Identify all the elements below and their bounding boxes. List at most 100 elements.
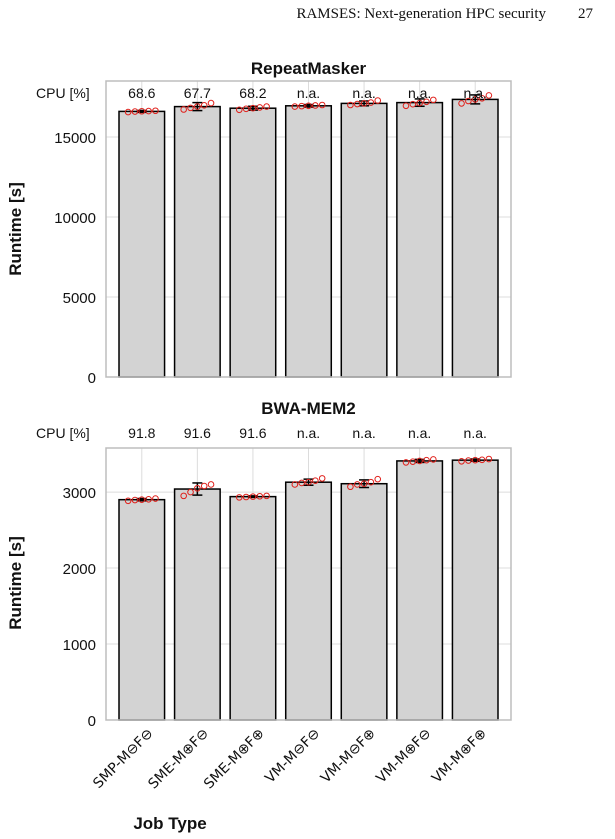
data-point <box>465 97 472 105</box>
cpu-value-label: 68.6 <box>128 85 155 101</box>
data-point <box>200 102 208 109</box>
cpu-value-label: 91.6 <box>239 425 266 441</box>
x-tick-label: VM-M⊖F⊖ <box>262 726 323 787</box>
data-point <box>374 97 382 104</box>
data-point <box>200 482 208 490</box>
cpu-value-label: n.a. <box>464 425 487 441</box>
bar <box>173 488 221 721</box>
data-point <box>291 103 299 110</box>
y-tick-label: 1000 <box>63 637 96 654</box>
data-point <box>187 104 194 112</box>
bar <box>396 460 444 721</box>
y-tick-label: 0 <box>88 370 96 387</box>
data-point <box>305 478 312 486</box>
y-tick-label: 2000 <box>63 561 96 578</box>
data-point <box>423 98 430 106</box>
data-point <box>485 455 493 463</box>
data-point <box>318 101 326 109</box>
data-point <box>152 107 159 115</box>
y-tick-label: 0 <box>88 713 96 730</box>
data-point <box>416 99 423 107</box>
data-point <box>145 107 152 115</box>
data-point <box>263 492 270 500</box>
data-point <box>194 103 201 110</box>
data-point <box>298 102 305 110</box>
data-point <box>478 94 486 102</box>
data-point <box>242 493 250 501</box>
x-tick-label: VM-M⊖F⊕ <box>318 726 379 787</box>
cpu-value-label: n.a. <box>352 425 375 441</box>
bar <box>284 481 333 721</box>
data-point <box>138 107 146 115</box>
y-axis-title: Runtime [s] <box>6 536 25 630</box>
data-point <box>458 100 465 107</box>
x-tick-label: SME-M⊕F⊕ <box>201 726 268 793</box>
data-point <box>312 102 319 109</box>
plot-frame <box>105 80 512 378</box>
data-point <box>360 480 368 488</box>
data-point <box>347 483 354 491</box>
data-point <box>471 96 479 103</box>
data-point <box>249 493 257 500</box>
data-point <box>409 458 417 465</box>
data-point <box>291 481 299 488</box>
data-point <box>347 101 354 109</box>
data-point <box>367 99 375 106</box>
bar <box>118 110 166 378</box>
cpu-value-label: 68.2 <box>239 85 266 101</box>
cpu-value-label: 91.8 <box>128 425 155 441</box>
bar <box>451 459 499 721</box>
data-point <box>180 106 187 113</box>
data-point <box>416 457 423 465</box>
cpu-label: CPU [%] <box>36 425 90 441</box>
data-point <box>298 479 305 487</box>
data-point <box>402 459 410 466</box>
data-point <box>124 497 132 505</box>
x-tick-label: VM-M⊕F⊖ <box>373 726 434 787</box>
data-point <box>256 492 264 500</box>
data-point <box>131 108 139 115</box>
data-point <box>312 477 319 484</box>
cpu-value-label: n.a. <box>408 425 431 441</box>
data-point <box>194 484 201 492</box>
bar <box>229 107 277 378</box>
bar <box>451 98 499 378</box>
data-point <box>187 488 194 496</box>
cpu-value-label: n.a. <box>297 85 320 101</box>
cpu-value-label: n.a. <box>464 85 487 101</box>
data-point <box>131 496 139 504</box>
running-title: RAMSES: Next-generation HPC security <box>296 6 546 22</box>
plot-frame <box>105 447 512 721</box>
data-point <box>478 456 486 464</box>
data-point <box>430 96 437 104</box>
chart-title: BWA-MEM2 <box>261 399 355 418</box>
data-point <box>124 108 132 116</box>
data-point <box>430 456 437 463</box>
data-point <box>180 492 187 500</box>
chart-title: RepeatMasker <box>251 59 367 78</box>
cpu-value-label: n.a. <box>352 85 375 101</box>
data-point <box>152 495 159 502</box>
data-point <box>145 495 152 503</box>
cpu-value-label: n.a. <box>408 85 431 101</box>
data-point <box>263 103 270 110</box>
bar <box>284 105 333 378</box>
y-tick-label: 3000 <box>63 485 96 502</box>
data-point <box>318 475 326 482</box>
cpu-value-label: 91.6 <box>184 425 211 441</box>
page-header: RAMSES: Next-generation HPC security 27 <box>0 0 615 40</box>
data-point <box>235 494 243 501</box>
data-point <box>360 100 368 107</box>
data-point <box>374 475 382 483</box>
page-number: 27 <box>578 6 593 22</box>
data-point <box>402 102 410 110</box>
bar <box>229 495 277 721</box>
data-point <box>353 481 361 488</box>
bar <box>118 498 166 721</box>
data-point <box>353 100 361 108</box>
y-tick-label: 15000 <box>54 130 96 147</box>
cpu-value-label: n.a. <box>297 425 320 441</box>
y-tick-label: 5000 <box>63 290 96 307</box>
data-point <box>305 102 312 110</box>
